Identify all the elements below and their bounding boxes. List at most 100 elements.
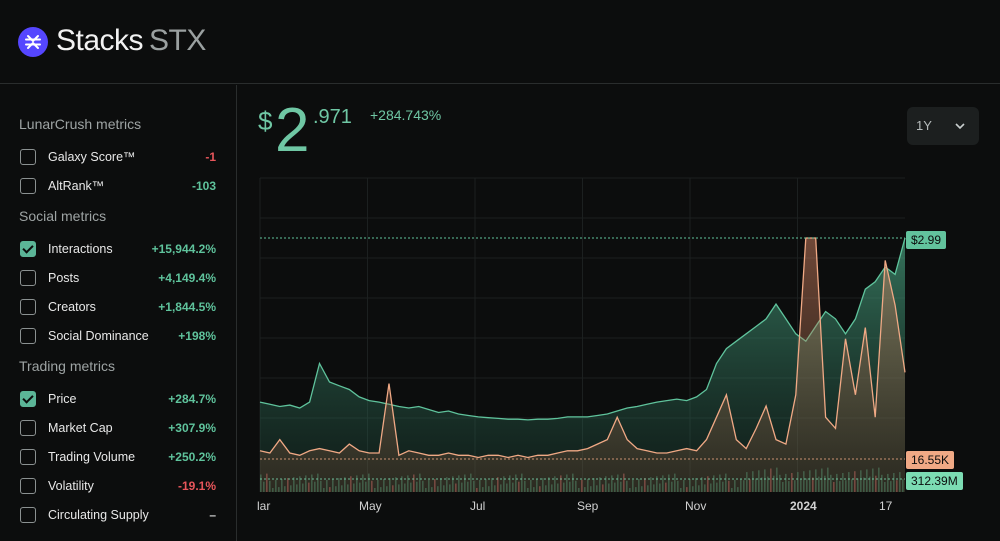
volume-bar (695, 478, 697, 492)
volume-bar (398, 484, 400, 492)
volume-bar (440, 478, 442, 492)
volume-bar (389, 478, 391, 492)
volume-bar (872, 468, 874, 492)
price-last-tag: $2.99 (906, 231, 947, 249)
volume-bar (854, 471, 856, 492)
volume-bar (464, 474, 466, 492)
metric-row-posts[interactable]: Posts +4,149.4% (20, 269, 216, 291)
volume-bar (344, 477, 346, 492)
metric-row-price[interactable]: Price +284.7% (20, 390, 216, 412)
volume-bar (434, 479, 436, 492)
volume-bar (608, 483, 610, 492)
volume-bar (548, 477, 550, 492)
x-tick-label: Nov (685, 499, 707, 513)
volume-bar (764, 469, 766, 492)
volume-bar (626, 480, 628, 492)
volume-bar (731, 488, 733, 492)
metric-label: Market Cap (48, 421, 113, 435)
volume-bar (815, 469, 817, 492)
volume-bar (455, 483, 457, 492)
volume-bar (569, 481, 571, 492)
volume-bar (407, 475, 409, 492)
metric-checkbox-volatility[interactable] (20, 478, 36, 494)
volume-bar (497, 477, 499, 492)
volume-bar (752, 471, 754, 492)
volume-bar (347, 484, 349, 492)
volume-bar (368, 473, 370, 492)
interactions-last-tag: 16.55K (906, 451, 955, 469)
volume-bar (401, 476, 403, 492)
volume-bar (896, 480, 898, 492)
volume-bar (635, 487, 637, 492)
volume-bar (659, 483, 661, 492)
volume-bar (437, 486, 439, 492)
volume-bar (539, 486, 541, 492)
volume-bar (296, 484, 298, 492)
volume-bar (545, 485, 547, 492)
metric-checkbox-creators[interactable] (20, 299, 36, 315)
section-title-trading-metrics: Trading metrics (19, 358, 115, 374)
metric-row-market-cap[interactable]: Market Cap +307.9% (20, 419, 216, 441)
volume-bar (383, 479, 385, 492)
x-tick-label: 17 (879, 499, 893, 513)
volume-bar (314, 481, 316, 492)
volume-bar (392, 485, 394, 492)
x-tick-label: May (359, 499, 382, 513)
volume-bar (320, 480, 322, 492)
time-range-select[interactable]: 1Y (907, 107, 979, 145)
volume-bar (653, 484, 655, 492)
metric-row-altrank[interactable]: AltRank™ -103 (20, 177, 216, 199)
volume-bar (791, 473, 793, 492)
volume-bar (386, 486, 388, 492)
volume-bar (488, 486, 490, 492)
metric-row-volatility[interactable]: Volatility -19.1% (20, 477, 216, 499)
metric-row-circulating-supply[interactable]: Circulating Supply – (20, 506, 216, 528)
x-tick-label: 2024 (790, 499, 817, 513)
volume-bar (458, 475, 460, 492)
volume-bar (503, 476, 505, 492)
volume-bar (788, 481, 790, 492)
volume-bar (284, 486, 286, 492)
volume-bar (323, 488, 325, 492)
metric-row-trading-volume[interactable]: Trading Volume +250.2% (20, 448, 216, 470)
volume-bar (509, 475, 511, 492)
metric-checkbox-galaxy-score[interactable] (20, 149, 36, 165)
volume-bar (443, 485, 445, 492)
metric-checkbox-circulating-supply[interactable] (20, 507, 36, 523)
volume-bar (527, 488, 529, 492)
metric-checkbox-altrank[interactable] (20, 178, 36, 194)
volume-bar (299, 476, 301, 492)
metric-row-social-dominance[interactable]: Social Dominance +198% (20, 327, 216, 349)
metric-checkbox-price[interactable] (20, 391, 36, 407)
volume-bar (599, 477, 601, 492)
volume-bar (842, 473, 844, 492)
metric-row-galaxy-score[interactable]: Galaxy Score™ -1 (20, 148, 216, 170)
app-header: Stacks STX (0, 0, 1000, 84)
metric-value: +15,944.2% (151, 242, 216, 256)
metric-checkbox-social-dominance[interactable] (20, 328, 36, 344)
volume-bar (779, 474, 781, 492)
metric-label: Creators (48, 300, 96, 314)
volume-bar (491, 478, 493, 492)
metric-value: +1,844.5% (158, 300, 216, 314)
volume-bar (662, 475, 664, 492)
metric-checkbox-posts[interactable] (20, 270, 36, 286)
volume-bar (614, 482, 616, 492)
metric-row-interactions[interactable]: Interactions +15,944.2% (20, 240, 216, 262)
volume-bar (485, 479, 487, 492)
price-area (260, 238, 905, 492)
metric-label: Interactions (48, 242, 113, 256)
volume-bar (638, 479, 640, 492)
volume-bar (566, 474, 568, 492)
volume-bar (452, 476, 454, 492)
volume-bar (473, 480, 475, 492)
metric-value: +4,149.4% (158, 271, 216, 285)
volume-bar (596, 485, 598, 492)
metric-checkbox-market-cap[interactable] (20, 420, 36, 436)
volume-bar (353, 483, 355, 492)
metric-row-creators[interactable]: Creators +1,844.5% (20, 298, 216, 320)
volume-bar (533, 487, 535, 492)
metric-checkbox-interactions[interactable] (20, 241, 36, 257)
metric-checkbox-trading-volume[interactable] (20, 449, 36, 465)
metrics-sidebar: LunarCrush metrics Galaxy Score™ -1 AltRank… (0, 85, 237, 541)
